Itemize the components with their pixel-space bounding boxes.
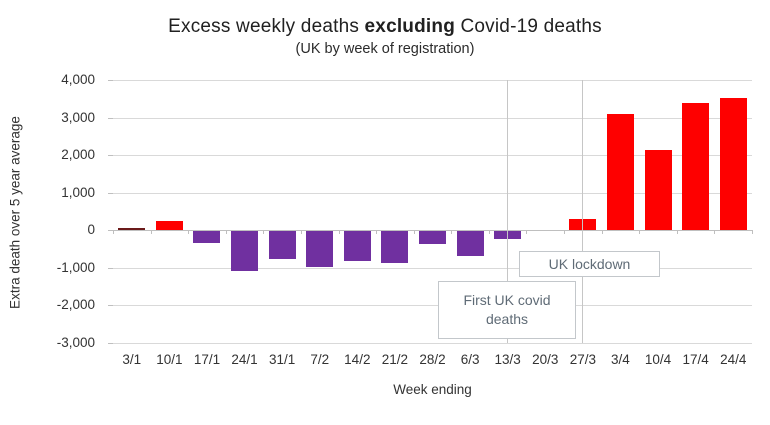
x-axis-tick [601, 230, 603, 235]
bar-24-4 [719, 98, 747, 231]
y-axis-tick-label: 0 [87, 222, 95, 238]
x-axis-line [113, 230, 752, 232]
x-axis-tick [564, 230, 566, 235]
x-axis-tick [526, 230, 528, 235]
x-axis-tick-label: 3/4 [611, 352, 630, 367]
h-gridline [113, 267, 752, 269]
x-axis-tick-label: 14/2 [344, 352, 371, 367]
y-axis-tick-label: -2,000 [56, 297, 95, 313]
x-axis-tick-label: 17/1 [193, 352, 221, 367]
annotation-line-13-3 [506, 80, 508, 343]
bar-17-4 [682, 103, 710, 231]
y-axis-title: Extra death over 5 year average [7, 116, 23, 309]
x-axis-tick-label: 7/2 [310, 352, 330, 367]
x-axis-tick [488, 230, 490, 235]
y-axis-tick [108, 192, 113, 194]
bar-28-2 [419, 231, 446, 244]
chart-title-bold-word: excluding [364, 16, 456, 37]
y-axis-tick [108, 230, 113, 232]
x-axis-tick [113, 230, 114, 235]
bar-3-1 [118, 228, 146, 231]
x-axis-tick [451, 230, 453, 235]
annotation-uk-lockdown: UK lockdown [519, 251, 660, 277]
h-gridline [113, 192, 752, 194]
x-axis-tick-label: 17/4 [682, 352, 709, 367]
bar-21-2 [381, 231, 409, 264]
bar-24-1 [231, 231, 259, 271]
h-gridline [113, 80, 752, 81]
y-axis-tick-label: 2,000 [61, 147, 95, 163]
bar-14-2 [343, 231, 371, 262]
y-axis-tick [108, 117, 113, 119]
bar-10-1 [155, 220, 183, 231]
x-axis-tick [263, 230, 265, 235]
x-axis-tick [225, 230, 227, 235]
x-axis-tick-label: 10/1 [156, 352, 183, 367]
x-axis-tick [676, 230, 678, 235]
x-axis-tick-label: 10/4 [644, 352, 672, 367]
y-axis-tick-label: 3,000 [61, 109, 95, 125]
y-axis-tick-label: -3,000 [56, 335, 95, 350]
x-axis-tick-label: 24/4 [720, 352, 747, 367]
x-axis-tick-label: 24/1 [231, 352, 258, 367]
x-axis-tick-label: 28/2 [419, 352, 446, 367]
bar-10-4 [644, 149, 672, 231]
bar-7-2 [306, 231, 334, 267]
x-axis-tick [338, 230, 340, 235]
x-axis-tick [376, 230, 378, 235]
h-gridline [113, 117, 752, 119]
bar-31-1 [268, 231, 296, 260]
h-gridline [113, 155, 752, 157]
y-axis-tick [108, 305, 113, 307]
x-axis-tick-label: 27/3 [569, 352, 596, 367]
chart-title-suffix: Covid-19 deaths [455, 16, 602, 37]
x-axis-tick-label: 31/1 [269, 352, 296, 367]
x-axis-title: Week ending [393, 382, 472, 397]
h-gridline [113, 343, 752, 344]
x-axis-tick-label: 6/3 [460, 352, 480, 367]
annotation-line-27-3 [581, 80, 583, 343]
annotation-first-uk-covid-deaths: First UK covid deaths [438, 281, 576, 339]
plot-area [113, 80, 753, 344]
chart-title: Excess weekly deaths excluding Covid-19 … [0, 16, 770, 38]
chart-title-prefix: Excess weekly deaths [168, 16, 365, 37]
bar-27-3 [569, 219, 597, 231]
y-axis-tick-label: -1,000 [56, 259, 95, 275]
y-axis-tick [108, 343, 113, 344]
x-axis-tick-label: 3/1 [122, 352, 142, 367]
y-axis-tick-label: 4,000 [61, 72, 95, 87]
bar-17-1 [193, 231, 221, 243]
x-axis-tick [188, 230, 190, 235]
x-axis-tick-label: 21/2 [381, 352, 409, 367]
x-axis-tick-label: 20/3 [532, 352, 559, 367]
x-axis-tick [413, 230, 415, 235]
y-axis-tick [108, 80, 113, 81]
h-gridline [113, 305, 752, 307]
bar-3-4 [606, 113, 634, 231]
x-axis-tick [150, 230, 152, 235]
y-axis-tick-label: 1,000 [61, 184, 95, 200]
x-axis-tick [639, 230, 641, 235]
x-axis-tick-label: 13/3 [494, 352, 521, 367]
x-axis-tick [300, 230, 302, 235]
y-axis-tick [108, 155, 113, 157]
chart-subtitle: (UK by week of registration) [295, 41, 475, 57]
bar-13-3 [494, 231, 522, 239]
x-axis-tick [714, 230, 716, 235]
x-axis-tick [752, 230, 753, 235]
y-axis-tick [108, 267, 113, 269]
bar-6-3 [456, 231, 484, 256]
